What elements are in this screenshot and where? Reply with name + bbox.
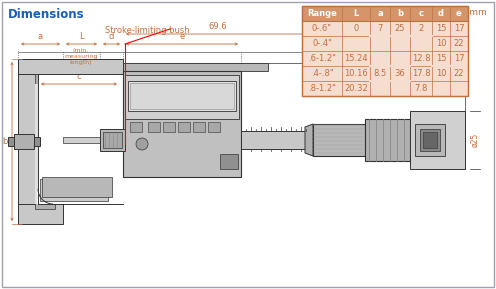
Text: Dimensions: Dimensions <box>8 8 85 21</box>
Bar <box>63 137 123 143</box>
Text: 15.24: 15.24 <box>344 54 368 63</box>
Bar <box>14 134 34 149</box>
Text: 69.6: 69.6 <box>209 22 227 31</box>
Circle shape <box>136 138 148 150</box>
Text: 10: 10 <box>436 69 446 78</box>
Bar <box>18 59 123 74</box>
Bar <box>178 122 190 132</box>
Text: 17: 17 <box>454 54 464 63</box>
Text: L: L <box>353 9 359 18</box>
Bar <box>123 71 241 177</box>
Text: b: b <box>2 137 8 146</box>
Bar <box>365 119 410 161</box>
Bar <box>302 6 468 21</box>
Text: 0-.4": 0-.4" <box>312 39 332 48</box>
Text: (min.
measuring
length): (min. measuring length) <box>64 48 98 65</box>
Text: L: L <box>79 32 84 41</box>
Bar <box>100 129 125 151</box>
Text: 7.8: 7.8 <box>414 84 428 93</box>
Text: c: c <box>77 72 81 81</box>
Text: 0: 0 <box>353 24 359 33</box>
Bar <box>241 131 313 149</box>
Bar <box>302 6 468 96</box>
Bar <box>302 6 468 96</box>
Text: 0-.6": 0-.6" <box>312 24 332 33</box>
Text: e: e <box>180 32 185 41</box>
Polygon shape <box>305 124 313 156</box>
Text: 7: 7 <box>377 24 383 33</box>
Bar <box>410 111 465 169</box>
Text: b: b <box>397 9 403 18</box>
Text: ø25: ø25 <box>471 133 480 147</box>
Text: 15: 15 <box>436 54 446 63</box>
Text: 22: 22 <box>454 39 464 48</box>
Bar <box>193 122 205 132</box>
Bar <box>123 63 268 71</box>
Text: Range: Range <box>307 9 337 18</box>
Text: 8.5: 8.5 <box>373 69 386 78</box>
Text: c: c <box>419 9 424 18</box>
Bar <box>163 122 175 132</box>
Text: a: a <box>377 9 383 18</box>
Bar <box>423 132 437 148</box>
Text: a: a <box>38 32 43 41</box>
Bar <box>40 179 108 201</box>
Text: 25: 25 <box>395 24 405 33</box>
Text: 17: 17 <box>454 24 464 33</box>
Text: 72: 72 <box>384 32 394 41</box>
Bar <box>8 137 14 146</box>
Bar <box>420 129 440 151</box>
Text: 2: 2 <box>418 24 424 33</box>
Text: 15: 15 <box>436 24 446 33</box>
Bar <box>18 59 38 224</box>
Text: 20.32: 20.32 <box>344 84 368 93</box>
Text: d: d <box>109 32 114 41</box>
Bar <box>38 74 123 204</box>
Bar <box>128 81 236 111</box>
Text: Stroke-limiting bush: Stroke-limiting bush <box>105 26 189 35</box>
Bar <box>130 122 142 132</box>
Bar <box>415 124 445 156</box>
Text: Unit: mm: Unit: mm <box>445 8 487 17</box>
Text: .6-1.2": .6-1.2" <box>308 54 336 63</box>
Text: d: d <box>438 9 444 18</box>
Text: 17.8: 17.8 <box>412 69 431 78</box>
Bar <box>130 83 234 109</box>
Text: .8-1.2": .8-1.2" <box>308 84 336 93</box>
Polygon shape <box>18 59 120 224</box>
Polygon shape <box>35 74 120 209</box>
Bar <box>42 177 112 197</box>
Bar <box>313 124 365 156</box>
Bar <box>125 75 239 119</box>
Text: 10.16: 10.16 <box>344 69 368 78</box>
Text: .4-.8": .4-.8" <box>310 69 333 78</box>
Text: 22: 22 <box>454 69 464 78</box>
Polygon shape <box>38 189 53 204</box>
Bar <box>34 137 40 146</box>
Bar <box>220 154 238 169</box>
Text: 12.8: 12.8 <box>412 54 430 63</box>
Bar <box>148 122 160 132</box>
Bar <box>103 132 122 148</box>
Bar <box>208 122 220 132</box>
Text: 36: 36 <box>395 69 405 78</box>
Text: 10: 10 <box>436 39 446 48</box>
Polygon shape <box>35 84 120 204</box>
Bar <box>18 204 63 224</box>
Text: e: e <box>456 9 462 18</box>
